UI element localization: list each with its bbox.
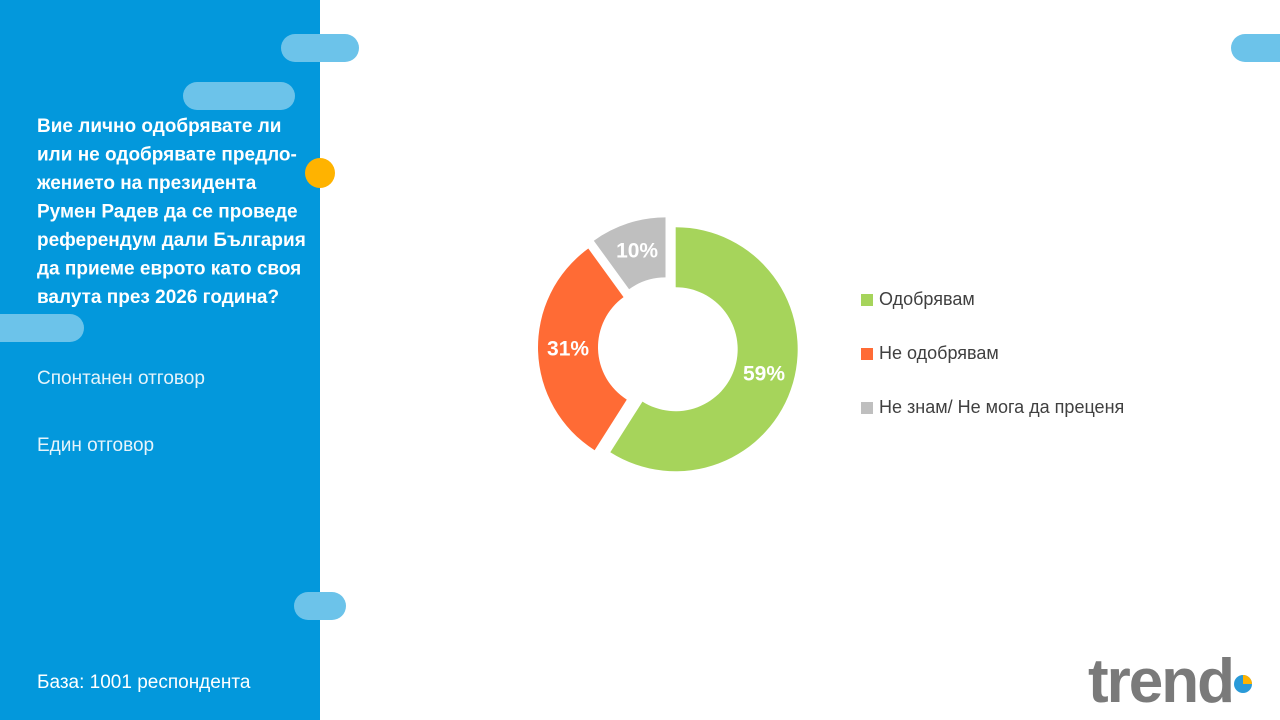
decor-pill (1231, 34, 1280, 62)
legend: Одобрявам Не одобрявам Не знам/ Не мога да… (861, 289, 1124, 417)
logo-icon (1243, 675, 1252, 684)
decor-pill (294, 592, 346, 620)
logo-text: trend (1088, 647, 1233, 716)
slice (610, 227, 798, 472)
legend-label: Не одобрявам (879, 343, 999, 363)
value-label: 59% (743, 362, 785, 385)
slice (538, 248, 627, 451)
question-line: или не одобрявате предло- (37, 145, 297, 166)
question-line: Вие лично одобрявате ли (37, 116, 282, 137)
legend-swatch (861, 294, 873, 306)
question-line: референдум дали България (37, 230, 306, 251)
decor-pill (281, 34, 359, 62)
logo: trend (1088, 647, 1252, 716)
value-label: 31% (547, 338, 589, 361)
legend-label: Не знам/ Не мога да преценя (879, 397, 1124, 417)
question-line: Румен Радев да се проведе (37, 202, 298, 223)
base-note: База: 1001 респондента (37, 672, 251, 693)
legend-label: Одобрявам (879, 289, 975, 309)
donut-chart: 59% 31% 10% (538, 217, 798, 472)
decor-dot (305, 158, 335, 188)
decor-pill (183, 82, 295, 110)
question-line: да приеме еврото като своя (37, 259, 301, 280)
sidebar (0, 0, 320, 720)
decor-pill (0, 314, 84, 342)
question-line: валута през 2026 година? (37, 287, 279, 308)
slice (593, 217, 666, 290)
question-line: жението на президента (36, 173, 257, 194)
legend-swatch (861, 402, 873, 414)
sidebar-text: Вие лично одобрявате ли или не одобрявате… (36, 116, 306, 693)
value-label: 10% (616, 239, 658, 262)
note: Един отговор (37, 435, 154, 456)
legend-swatch (861, 348, 873, 360)
note: Спонтанен отговор (37, 368, 205, 389)
